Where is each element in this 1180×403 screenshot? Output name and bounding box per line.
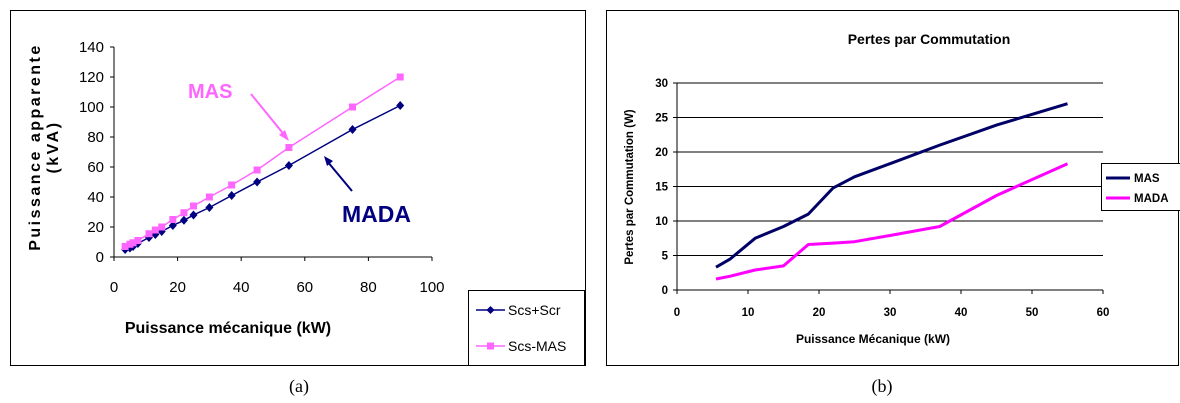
y-tick-label: 140 <box>79 39 104 56</box>
data-point-diamond <box>205 203 214 212</box>
data-point-diamond <box>227 191 236 200</box>
data-point-square <box>121 243 129 250</box>
data-point-square <box>205 193 213 201</box>
legend-marker-diamond <box>486 306 495 314</box>
annotation-mada: MADA <box>342 201 411 227</box>
svg-text:Scs+Scr: Scs+Scr <box>508 302 561 318</box>
data-point-square <box>349 103 356 111</box>
data-point-square <box>180 209 188 217</box>
data-point-square <box>396 73 404 81</box>
y-tick-label: 10 <box>655 216 668 228</box>
annotation-mas: MAS <box>188 81 232 103</box>
data-point-square <box>285 144 293 151</box>
y-tick-label: 30 <box>655 78 668 90</box>
caption-a: (a) <box>289 376 309 397</box>
y-tick-label: 20 <box>87 219 104 236</box>
y-tick-label: 80 <box>87 129 104 146</box>
chart-b: Pertes par Commutation Pertes par Commut… <box>606 10 1180 397</box>
data-point-square <box>151 226 159 234</box>
chart-a-y-axis-title-line2: (kVA) <box>45 120 62 173</box>
x-tick-label: 50 <box>1026 307 1039 319</box>
data-point-diamond <box>179 215 188 225</box>
legend-item-scs-scr: Scs+Scr <box>476 302 561 318</box>
y-tick-label: 40 <box>87 189 104 206</box>
data-point-diamond <box>253 177 262 187</box>
chart-a-frame <box>10 10 586 366</box>
data-point-square <box>134 237 142 244</box>
y-tick-label: 20 <box>655 147 668 159</box>
chart-a-y-axis-title: Puissance apparente (kVA) <box>27 43 62 251</box>
chart-a: Puissance apparente (kVA) 0 20 40 60 80 100 12… <box>10 10 586 397</box>
legend-item-mada: MADA <box>1106 193 1169 205</box>
y-tick-label: 0 <box>662 285 668 297</box>
legend-marker-square <box>487 342 494 350</box>
x-tick-label: 100 <box>419 279 444 296</box>
x-tick-label: 40 <box>233 279 250 296</box>
chart-b-y-axis-title: Pertes par Commutation (W) <box>624 109 636 264</box>
x-tick-label: 0 <box>110 279 118 296</box>
data-point-square <box>169 216 177 223</box>
data-point-square <box>145 230 153 238</box>
y-tick-label: 60 <box>87 159 104 176</box>
annotation-mada-arrowhead <box>324 156 333 166</box>
chart-a-legend <box>468 290 585 366</box>
x-tick-label: 30 <box>884 307 897 319</box>
data-point-square <box>158 223 166 231</box>
x-tick-label: 20 <box>169 279 186 296</box>
svg-text:Scs-MAS: Scs-MAS <box>508 338 566 354</box>
x-tick-label: 20 <box>813 307 826 319</box>
x-tick-label: 60 <box>296 279 313 296</box>
data-point-square <box>228 181 236 189</box>
y-tick-label: 100 <box>79 99 104 116</box>
y-tick-label: 25 <box>655 113 668 125</box>
chart-b-x-axis-title: Puissance Mécanique (kW) <box>796 332 950 346</box>
annotation-mas-arrowhead <box>279 130 289 141</box>
annotation-mas-arrow <box>250 93 287 138</box>
legend-item-scs-mas: Scs-MAS <box>476 338 566 354</box>
svg-text:MADA: MADA <box>1134 193 1169 205</box>
y-tick-label: 15 <box>655 182 668 194</box>
x-tick-label: 60 <box>1097 307 1110 319</box>
y-tick-label: 0 <box>96 249 104 266</box>
caption-b: (b) <box>872 376 893 397</box>
x-tick-label: 80 <box>360 279 377 296</box>
chart-b-title: Pertes par Commutation <box>848 31 1011 47</box>
data-point-diamond <box>189 210 198 220</box>
x-tick-label: 40 <box>955 307 968 319</box>
data-point-diamond <box>396 101 405 110</box>
chart-b-legend <box>1101 163 1180 211</box>
series-line-mas <box>715 102 1068 269</box>
data-point-diamond <box>284 161 293 170</box>
x-tick-label: 0 <box>674 307 680 319</box>
data-point-square <box>253 166 261 174</box>
data-point-square <box>129 239 137 247</box>
x-tick-label: 10 <box>742 307 755 319</box>
data-point-square <box>190 202 197 210</box>
chart-a-x-axis-title: Puissance mécanique (kW) <box>125 320 331 337</box>
series-line-scs-scr <box>124 104 401 251</box>
series-line-mada <box>715 162 1069 281</box>
data-point-diamond <box>168 221 177 230</box>
y-tick-label: 5 <box>662 251 669 263</box>
legend-item-mas: MAS <box>1106 173 1160 185</box>
chart-a-y-axis-title-line1: Puissance apparente <box>27 43 44 251</box>
y-tick-label: 120 <box>79 69 104 86</box>
svg-text:MAS: MAS <box>1134 173 1160 185</box>
data-point-diamond <box>348 125 357 134</box>
annotation-mada-arrow <box>326 160 353 192</box>
